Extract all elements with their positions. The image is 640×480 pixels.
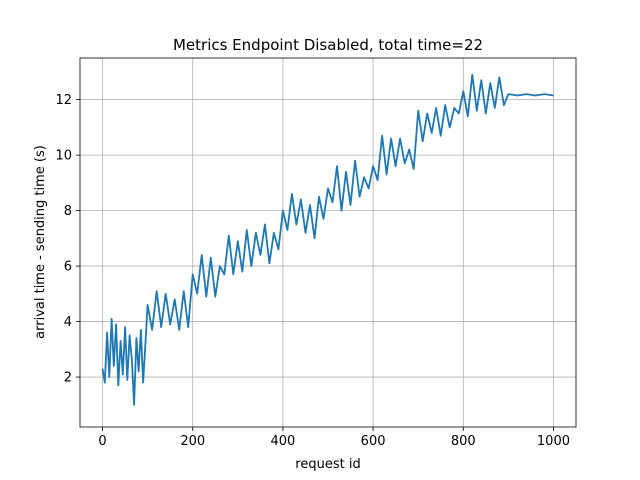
y-tick-label: 12 <box>55 93 72 108</box>
x-tick-label: 0 <box>98 434 106 449</box>
y-tick-label: 4 <box>64 315 72 330</box>
y-tick-label: 6 <box>64 260 72 275</box>
series-layer <box>101 73 554 406</box>
plot-frame <box>79 57 577 428</box>
y-tick-label: 8 <box>64 204 72 219</box>
ticks: 0 200 400 600 800 1000 2 4 6 8 10 12 <box>55 93 570 449</box>
x-tick-label: 200 <box>180 434 205 449</box>
y-tick-label: 2 <box>64 371 72 386</box>
chart-title: Metrics Endpoint Disabled, total time=22 <box>173 36 483 54</box>
x-tick-label: 800 <box>451 434 476 449</box>
y-axis-label: arrival time - sending time (s) <box>33 145 48 339</box>
series-line <box>101 73 554 406</box>
x-tick-label: 400 <box>270 434 295 449</box>
x-axis-label: request id <box>295 457 360 472</box>
x-tick-label: 600 <box>361 434 386 449</box>
y-tick-label: 10 <box>55 149 72 164</box>
grid <box>80 58 576 427</box>
x-tick-label: 1000 <box>537 434 570 449</box>
